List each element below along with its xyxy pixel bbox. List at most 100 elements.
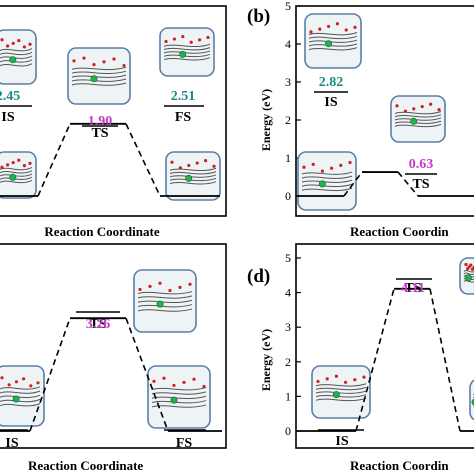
oxygen-atom <box>362 375 366 379</box>
state-energy-value: 4.11 <box>401 281 425 296</box>
oxygen-atom <box>330 166 334 170</box>
oxygen-atom <box>412 107 416 111</box>
graphene-layer <box>0 403 41 407</box>
oxygen-atom <box>122 63 126 68</box>
structure-inset <box>390 95 446 143</box>
metal-atom <box>9 56 17 64</box>
graphene-layer <box>315 397 367 402</box>
state-label-ts: TS <box>412 177 429 192</box>
graphene-layer <box>151 391 207 395</box>
graphene-layer <box>71 82 127 86</box>
oxygen-atom <box>437 108 441 112</box>
inset-frame <box>0 151 37 199</box>
graphene-layer <box>169 171 217 175</box>
energy-connector <box>125 123 161 197</box>
graphene-layer <box>163 43 211 48</box>
oxygen-atom <box>28 161 32 165</box>
oxygen-atom <box>202 384 206 389</box>
y-axis-label: Energy (eV) <box>259 89 273 151</box>
oxygen-atom <box>172 383 176 388</box>
oxygen-atom <box>311 162 315 166</box>
graphene-layer <box>163 57 211 61</box>
plot-frame <box>295 243 474 449</box>
state-label-is: IS <box>5 436 18 451</box>
oxygen-atom <box>192 377 196 381</box>
chart-panel-2: 0 1 2 3 4 5 Energy (eV) (b) IS 2.82 TS 0.63 Reaction… <box>247 0 474 239</box>
chart-panel-3: IS TS3.26 FS Reaction Coordinate <box>0 243 227 473</box>
oxygen-atom <box>168 288 172 293</box>
graphene-layer <box>151 404 207 408</box>
metal-atom <box>325 40 333 48</box>
oxygen-atom <box>309 30 313 34</box>
oxygen-atom <box>0 38 4 42</box>
oxygen-atom <box>92 63 96 67</box>
oxygen-atom <box>348 160 352 165</box>
oxygen-atom <box>429 102 433 106</box>
oxygen-atom <box>334 374 338 378</box>
state-label-ts: TS <box>89 317 106 332</box>
graphene-layer <box>0 179 33 184</box>
structure-inset <box>165 151 221 201</box>
oxygen-atom <box>335 22 339 26</box>
oxygen-atom <box>353 378 357 382</box>
inset-frame <box>165 151 221 201</box>
oxygen-atom <box>7 383 11 387</box>
oxygen-atom <box>188 282 192 286</box>
metal-atom <box>318 180 326 188</box>
oxygen-atom <box>178 285 182 289</box>
state-energy-value: 2.82 <box>319 75 344 90</box>
y-tick-label: 0 <box>285 189 291 203</box>
state-energy-value: 0.63 <box>409 157 434 172</box>
graphene-layer <box>151 387 207 391</box>
structure-inset <box>0 29 37 85</box>
oxygen-atom <box>164 39 168 44</box>
oxygen-atom <box>344 380 348 384</box>
graphene-layer <box>394 123 442 128</box>
inset-frame <box>0 365 45 427</box>
structure-inset <box>469 379 474 421</box>
state-label-ts: TS <box>91 126 108 141</box>
oxygen-atom <box>320 169 324 173</box>
inset-frame <box>0 29 37 85</box>
graphene-layer <box>315 383 367 387</box>
metal-atom <box>410 117 418 125</box>
oxygen-atom <box>158 281 162 285</box>
graphene-layer <box>0 48 33 52</box>
oxygen-atom <box>189 40 193 44</box>
oxygen-atom <box>138 287 142 292</box>
graphene-layer <box>463 270 474 273</box>
metal-atom <box>332 391 340 399</box>
oxygen-atom <box>302 165 306 169</box>
oxygen-atom <box>82 56 86 60</box>
state-energy-value: 2.51 <box>171 89 196 104</box>
state-label-fs: FS <box>176 436 193 451</box>
metal-atom <box>9 173 17 181</box>
energy-connector <box>355 288 395 432</box>
graphene-layer <box>0 51 33 56</box>
oxygen-atom <box>0 165 4 169</box>
y-tick-label: 1 <box>285 389 291 403</box>
state-label-is: IS <box>324 95 337 110</box>
graphene-layer <box>394 111 442 115</box>
energy-connector <box>397 171 419 197</box>
plot-frame <box>0 5 227 217</box>
structure-inset <box>311 365 371 419</box>
graphene-layer <box>137 295 193 299</box>
state-energy-value: 2.45 <box>0 89 20 104</box>
oxygen-atom <box>212 164 216 168</box>
energy-connector <box>37 123 71 197</box>
energy-connector <box>343 171 363 197</box>
oxygen-atom <box>36 381 40 385</box>
oxygen-atom <box>22 45 26 49</box>
oxygen-atom <box>198 38 202 42</box>
chart-panel-1: IS 2.45 TS1.90 FS 2.51 Reaction Coordinate <box>0 5 227 239</box>
y-tick-label: 1 <box>285 151 291 165</box>
oxygen-atom <box>17 158 21 162</box>
graphene-layer <box>71 66 127 71</box>
y-tick-label: 4 <box>285 286 291 300</box>
graphene-layer <box>394 114 442 118</box>
graphene-layer <box>71 70 127 74</box>
oxygen-atom <box>181 35 185 39</box>
oxygen-atom <box>206 35 210 40</box>
graphene-layer <box>463 272 474 275</box>
